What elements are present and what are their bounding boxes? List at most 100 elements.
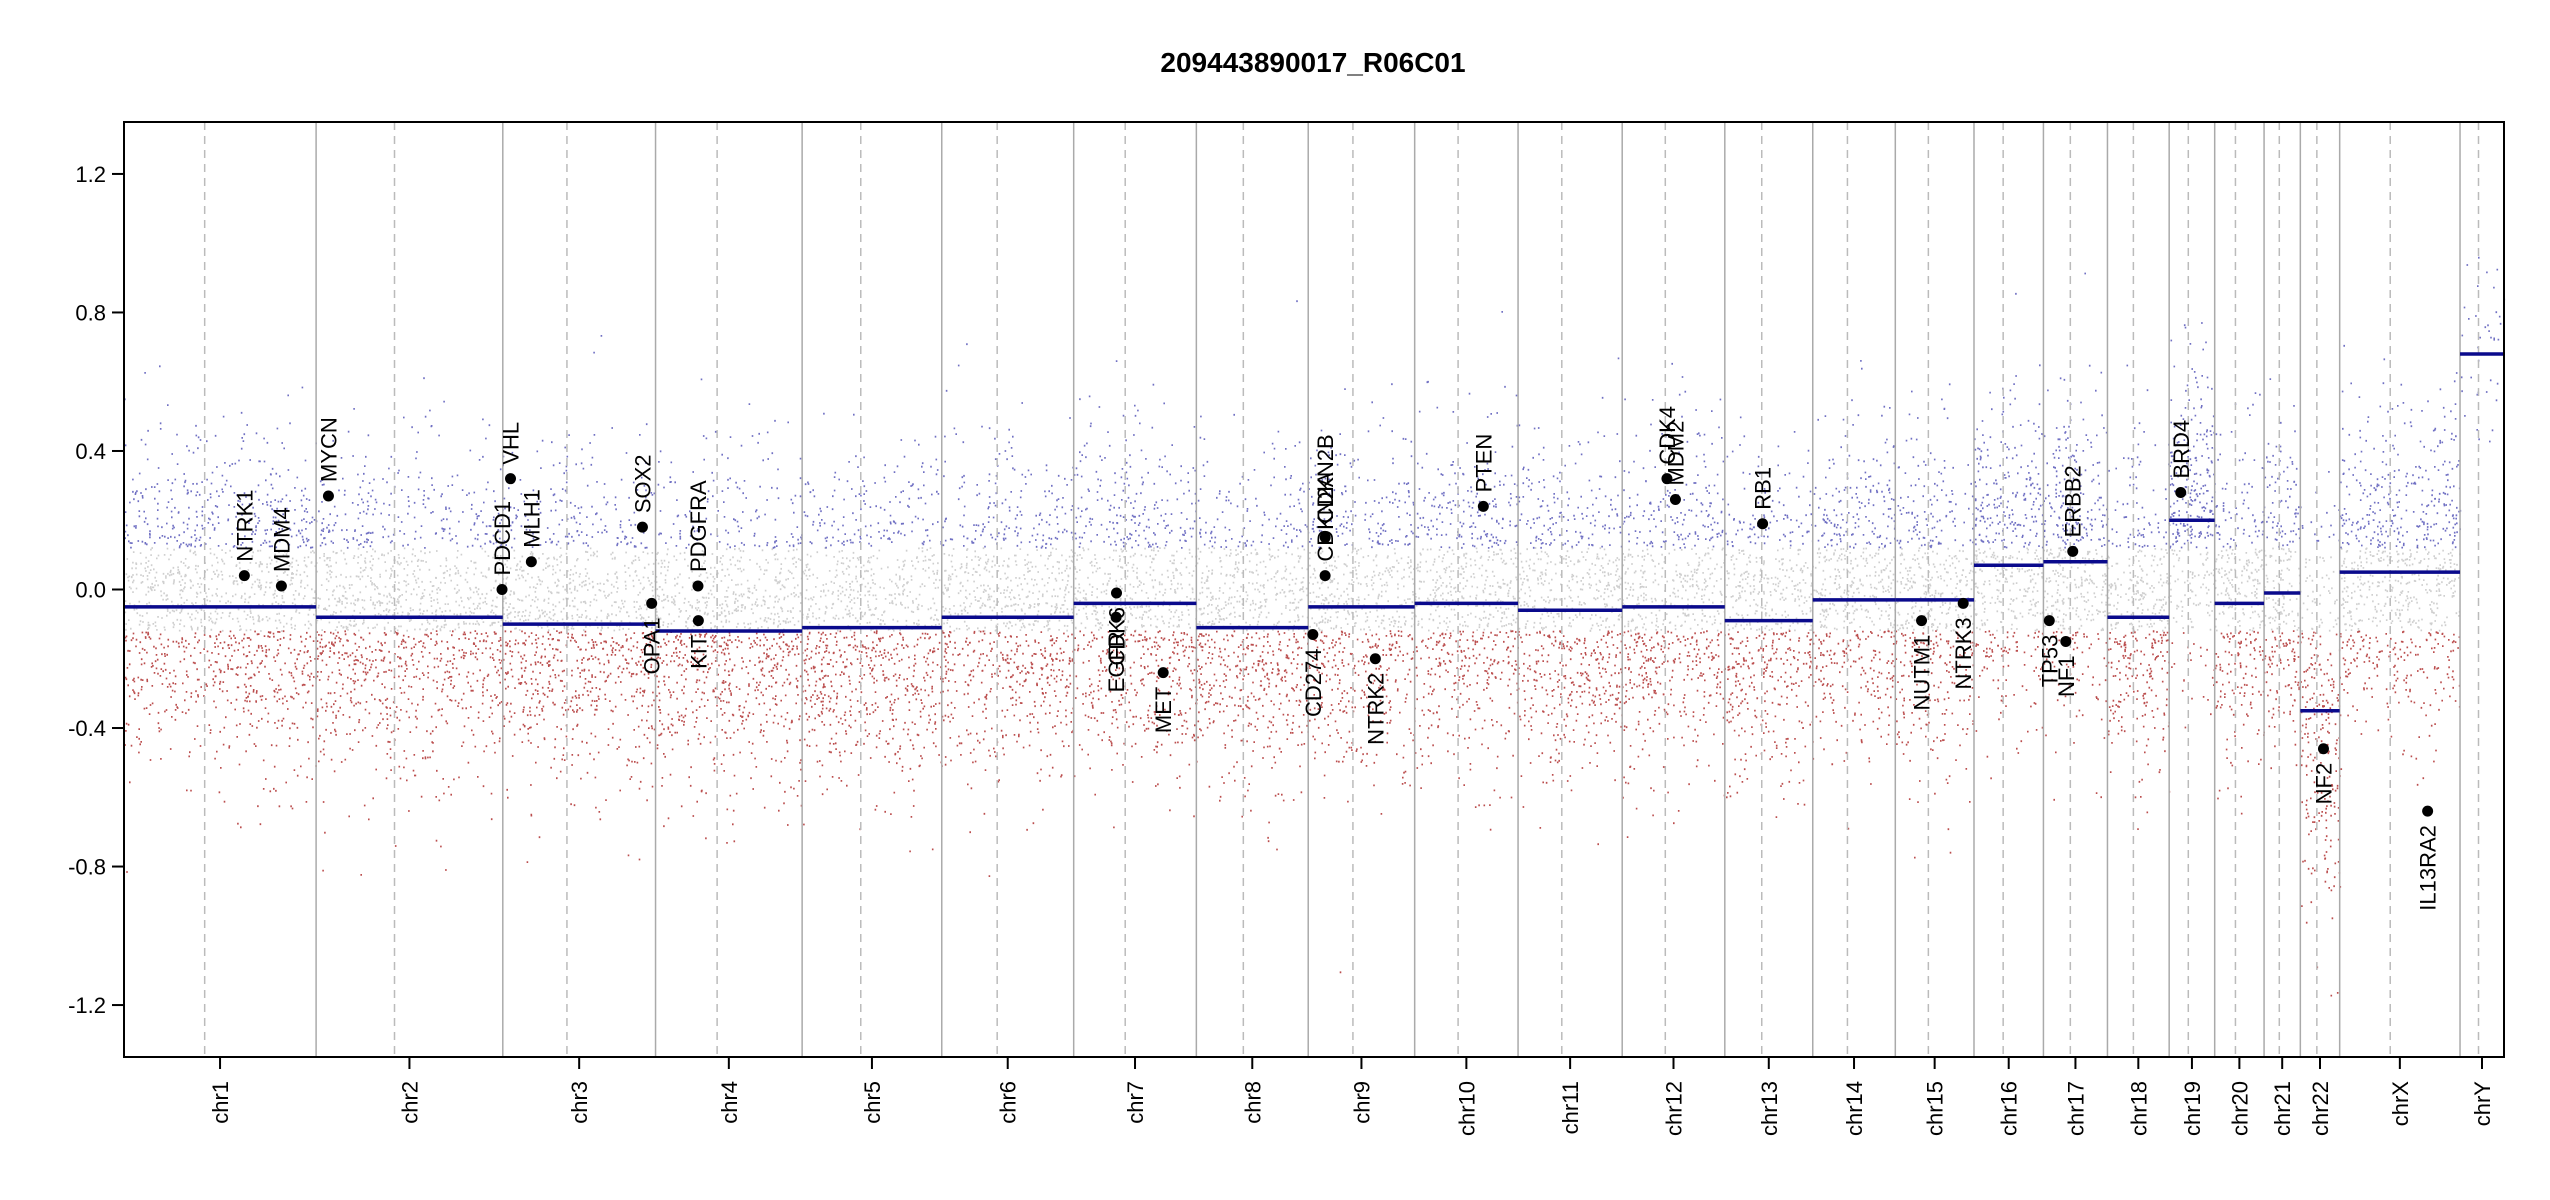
probe-gain xyxy=(1415,311,1519,549)
gene-point xyxy=(238,570,250,582)
gene-il13ra2: IL13RA2 xyxy=(2416,805,2441,911)
y-axis: 1.2 0.8 0.4 0.0 -0.4 -0.8 -1.2 xyxy=(68,162,124,1018)
segment-lines xyxy=(124,352,2504,713)
probe-loss xyxy=(2264,630,2302,770)
gene-label: PDGFRA xyxy=(686,480,711,572)
probe-gain xyxy=(2215,392,2266,548)
gene-label: NF1 xyxy=(2054,655,2079,697)
gene-point xyxy=(1111,587,1123,599)
probe-neutral xyxy=(655,547,804,632)
y-tick-label: -0.4 xyxy=(68,716,106,741)
x-tick-label: chr17 xyxy=(2063,1081,2088,1136)
gene-label: OPA1 xyxy=(640,617,665,674)
x-tick-label: chr20 xyxy=(2227,1081,2252,1136)
probe-group-chr10 xyxy=(1414,311,1520,831)
probe-gain xyxy=(942,343,1075,549)
probe-group-chr9 xyxy=(1308,383,1417,974)
gene-opa1: OPA1 xyxy=(640,597,665,674)
gene-mlh1: MLH1 xyxy=(519,489,544,568)
probe-loss xyxy=(942,630,1075,877)
x-tick-label: chr18 xyxy=(2126,1081,2151,1136)
gene-nutm1: NUTM1 xyxy=(1910,615,1935,710)
gene-label: SOX2 xyxy=(630,454,655,513)
probe-gain xyxy=(2264,378,2302,548)
gene-point xyxy=(525,556,537,568)
gene-label: ERBB2 xyxy=(2061,465,2086,537)
gene-label: CDKN2A xyxy=(1313,472,1338,562)
gene-point xyxy=(2317,743,2329,755)
gene-label: NUTM1 xyxy=(1910,635,1935,711)
y-tick-label: -1.2 xyxy=(68,993,106,1018)
gene-point xyxy=(2060,635,2072,647)
probe-neutral xyxy=(1622,547,1726,632)
gene-label: NTRK3 xyxy=(1951,617,1976,689)
gene-mdm2: MDM2 xyxy=(1663,421,1688,505)
gene-ntrk3: NTRK3 xyxy=(1951,597,1976,689)
probe-loss xyxy=(2171,632,2216,729)
probe-gain xyxy=(657,378,803,549)
probe-gain xyxy=(803,412,943,549)
x-axis: chr1 chr2 chr3 chr4 chr5 chr6 chr7 chr8 chr9 chr1… xyxy=(208,1057,2495,1136)
probe-group-chr6 xyxy=(942,343,1075,877)
x-tick-label: chr4 xyxy=(717,1081,742,1124)
gene-egfr: EGFR xyxy=(1104,611,1129,692)
probe-group-chr20 xyxy=(2214,392,2266,815)
probe-neutral xyxy=(2340,547,2461,632)
gene-label: PTEN xyxy=(1471,434,1496,493)
probe-group-chr4 xyxy=(655,378,804,844)
x-tick-label: chr7 xyxy=(1123,1081,1148,1124)
x-tick-label: chr2 xyxy=(397,1081,422,1124)
gene-cdkn2a: CDKN2A xyxy=(1313,472,1338,582)
gene-nf1: NF1 xyxy=(2054,635,2079,697)
probe-loss xyxy=(655,630,804,844)
gene-ntrk1: NTRK1 xyxy=(232,490,257,582)
probe-neutral xyxy=(942,547,1075,632)
gene-cdk6: CDK6 xyxy=(1105,587,1130,666)
probe-group-chr8 xyxy=(1196,300,1310,851)
probe-loss xyxy=(1073,630,1198,829)
probe-neutral xyxy=(1518,547,1624,632)
x-tick-label: chr9 xyxy=(1349,1081,1374,1124)
probe-loss xyxy=(1622,630,1726,838)
probe-gain xyxy=(2169,322,2216,549)
probe-points xyxy=(124,256,2506,997)
probe-gain xyxy=(1073,360,1197,549)
gene-point xyxy=(1369,653,1381,665)
gene-point xyxy=(1157,667,1169,679)
probe-loss xyxy=(1308,630,1416,974)
gene-point xyxy=(1110,611,1122,623)
y-tick-label: 0.8 xyxy=(75,300,106,325)
gene-cdkn2b: CDKN2B xyxy=(1313,434,1338,544)
probe-group-chrX xyxy=(2339,344,2462,786)
gene-vhl: VHL xyxy=(499,422,524,485)
probe-loss xyxy=(1196,630,1310,851)
gene-point xyxy=(1957,597,1969,609)
x-tick-label: chr22 xyxy=(2308,1081,2333,1136)
x-tick-label: chr3 xyxy=(567,1081,592,1124)
probe-gain xyxy=(1623,362,1725,549)
gene-label: BRD4 xyxy=(2169,420,2194,479)
probe-group-chr16 xyxy=(1974,292,2045,780)
x-tick-label: chr19 xyxy=(2180,1081,2205,1136)
gene-point xyxy=(1477,500,1489,512)
x-tick-label: chr21 xyxy=(2270,1081,2295,1136)
probe-neutral xyxy=(1974,547,2045,632)
gene-label: MLH1 xyxy=(519,489,544,548)
x-tick-label: chr16 xyxy=(1997,1081,2022,1136)
probe-loss xyxy=(1975,630,2044,780)
probe-loss xyxy=(1812,630,1897,830)
gene-point xyxy=(1757,518,1769,530)
probe-neutral xyxy=(2107,548,2171,632)
probe-gain xyxy=(2301,471,2341,542)
x-tick-label: chr6 xyxy=(996,1081,1021,1124)
chart-title: 209443890017_R06C01 xyxy=(1160,47,1465,78)
x-tick-label: chr10 xyxy=(1454,1081,1479,1136)
probe-group-chr5 xyxy=(802,412,944,853)
probe-loss xyxy=(2107,630,2171,830)
gene-tp53: TP53 xyxy=(2037,615,2062,687)
gene-markers: NTRK1 MDM4 MYCN PDCD1 VHL MLH1 SOX2 OPA1 PDGFRA K… xyxy=(232,406,2440,911)
probe-loss xyxy=(124,630,317,873)
x-tick-label: chr14 xyxy=(1842,1081,1867,1136)
y-tick-label: -0.8 xyxy=(68,855,106,880)
